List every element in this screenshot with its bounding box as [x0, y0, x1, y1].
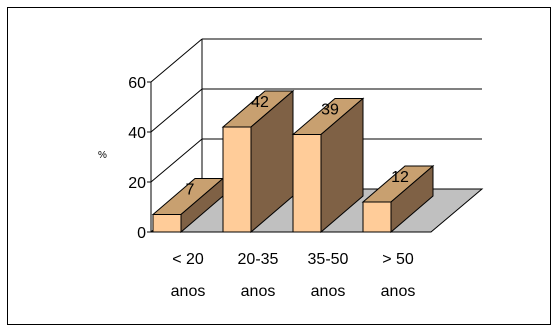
category-label: anos: [171, 283, 206, 300]
category-label: < 20: [172, 251, 204, 268]
y-tick-label: 40: [128, 125, 146, 142]
bar: [292, 134, 322, 233]
data-label: 42: [251, 94, 269, 111]
category-labels: < 20 anos 20-35 anos 35-50 anos > 50 anos: [171, 251, 416, 300]
bar: [152, 214, 182, 233]
bars: [151, 89, 435, 234]
data-label: 12: [391, 169, 409, 186]
gridline-side: [150, 88, 203, 133]
data-label: 39: [321, 102, 339, 119]
y-tick-labels: 0 20 40 60: [128, 75, 146, 242]
y-tick-label: 0: [137, 225, 146, 242]
bar: [362, 201, 392, 233]
category-label: anos: [311, 283, 346, 300]
gridline-side: [150, 38, 203, 83]
chart-frame: 0 20 40 60 7 42 39 12 < 20 anos 20-35 anos 35-50 an…: [7, 7, 551, 325]
data-labels: 7 42 39 12: [186, 94, 409, 199]
category-label: 20-35: [238, 251, 279, 268]
y-axis-label: %: [98, 150, 107, 161]
data-label: 7: [186, 182, 195, 199]
category-label: 35-50: [308, 251, 349, 268]
category-label: anos: [381, 283, 416, 300]
category-label: anos: [241, 283, 276, 300]
gridline-side: [150, 138, 203, 183]
category-label: > 50: [382, 251, 414, 268]
bar: [222, 126, 252, 233]
y-tick-label: 60: [128, 75, 146, 92]
bar-chart: 0 20 40 60 7 42 39 12 < 20 anos 20-35 anos 35-50 an…: [98, 38, 484, 300]
y-tick-label: 20: [128, 175, 146, 192]
